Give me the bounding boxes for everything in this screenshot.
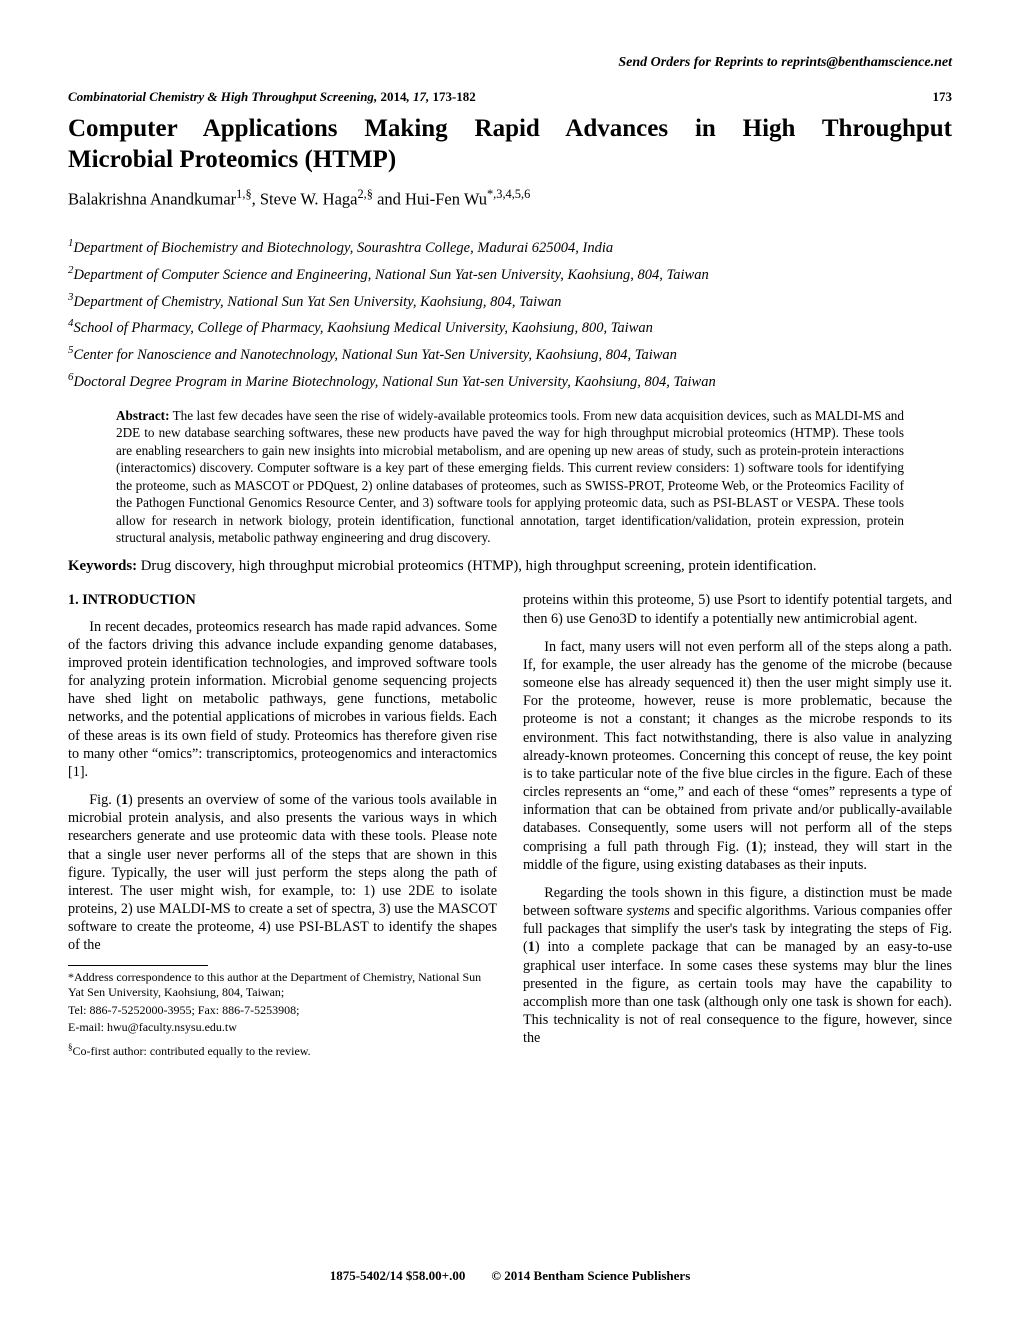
copyright: © 2014 Bentham Science Publishers: [491, 1268, 690, 1283]
article-title-line1: Computer Applications Making Rapid Advan…: [68, 115, 952, 144]
affiliation: 5Center for Nanoscience and Nanotechnolo…: [68, 344, 952, 364]
correspondence-line: E-mail: hwu@faculty.nsysu.edu.tw: [68, 1020, 497, 1036]
journal-citation: Combinatorial Chemistry & High Throughpu…: [68, 89, 476, 105]
journal-header: Combinatorial Chemistry & High Throughpu…: [68, 89, 952, 105]
footnotes: *Address correspondence to this author a…: [68, 970, 497, 1060]
abstract: Abstract: The last few decades have seen…: [116, 407, 904, 546]
cofirst-line: §Co-first author: contributed equally to…: [68, 1042, 497, 1060]
paragraph: proteins within this proteome, 5) use Ps…: [523, 591, 952, 627]
section-heading: 1. INTRODUCTION: [68, 591, 497, 609]
footer: 1875-5402/14 $58.00+.00 © 2014 Bentham S…: [0, 1268, 1020, 1284]
affiliation: 4School of Pharmacy, College of Pharmacy…: [68, 317, 952, 337]
paragraph: Fig. (1) presents an overview of some of…: [68, 791, 497, 955]
paragraph: In recent decades, proteomics research h…: [68, 618, 497, 782]
affiliation: 6Doctoral Degree Program in Marine Biote…: [68, 371, 952, 391]
page-number: 173: [933, 89, 953, 105]
journal-name: Combinatorial Chemistry & High Throughpu…: [68, 89, 374, 104]
journal-pages: 173-182: [432, 89, 475, 104]
abstract-label: Abstract:: [116, 408, 169, 423]
affiliation: 1Department of Biochemistry and Biotechn…: [68, 237, 952, 257]
journal-volume: 17: [413, 89, 426, 104]
keywords: Keywords: Drug discovery, high throughpu…: [68, 558, 952, 575]
keywords-text: Drug discovery, high throughput microbia…: [141, 558, 817, 574]
paragraph: In fact, many users will not even perfor…: [523, 638, 952, 874]
journal-year: 2014: [380, 89, 406, 104]
page: Send Orders for Reprints to reprints@ben…: [0, 0, 1020, 1320]
correspondence-line: Tel: 886-7-5252000-3955; Fax: 886-7-5253…: [68, 1003, 497, 1019]
authors: Balakrishna Anandkumar1,§, Steve W. Haga…: [68, 187, 952, 210]
footnote-rule: [68, 965, 208, 966]
affiliations: 1Department of Biochemistry and Biotechn…: [68, 237, 952, 391]
keywords-label: Keywords:: [68, 558, 137, 574]
body-columns: 1. INTRODUCTION In recent decades, prote…: [68, 591, 952, 1061]
issn-price: 1875-5402/14 $58.00+.00: [330, 1268, 466, 1283]
abstract-text: The last few decades have seen the rise …: [116, 408, 904, 545]
affiliation: 2Department of Computer Science and Engi…: [68, 264, 952, 284]
paragraph: Regarding the tools shown in this figure…: [523, 884, 952, 1048]
correspondence-line: *Address correspondence to this author a…: [68, 970, 497, 1001]
article-title-line2: Microbial Proteomics (HTMP): [68, 146, 952, 175]
affiliation: 3Department of Chemistry, National Sun Y…: [68, 291, 952, 311]
reprint-notice: Send Orders for Reprints to reprints@ben…: [68, 55, 952, 71]
